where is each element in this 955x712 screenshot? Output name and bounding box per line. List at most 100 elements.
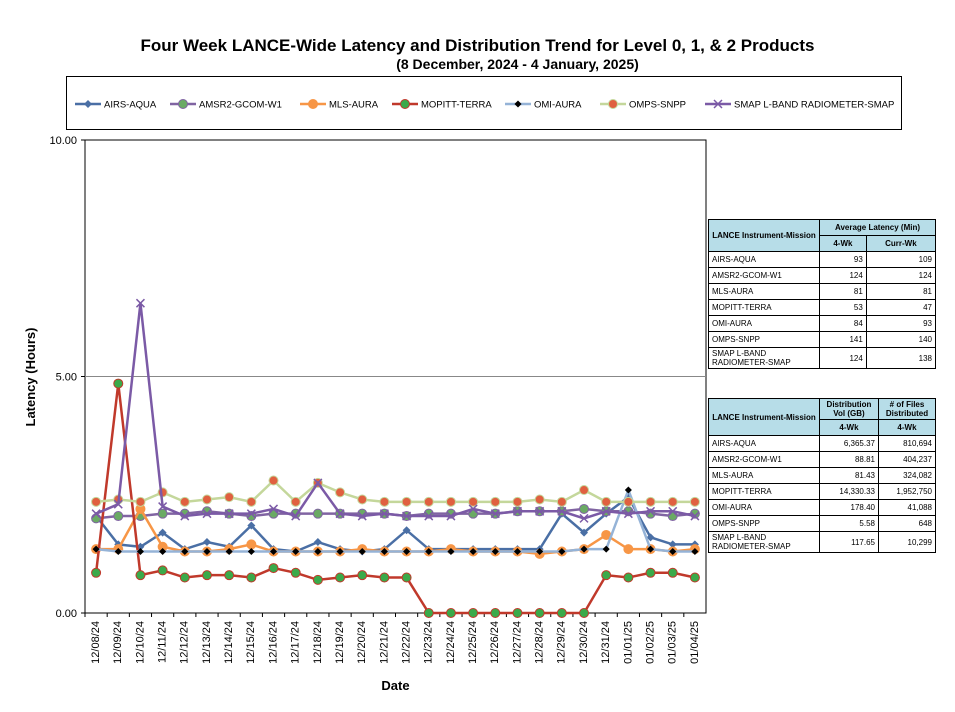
x-tick-label: 12/26/24 bbox=[489, 621, 501, 664]
series-point bbox=[534, 494, 545, 505]
series-point bbox=[446, 511, 456, 521]
series-point bbox=[136, 547, 144, 556]
series-point bbox=[312, 574, 323, 585]
latency-table-cell-mission: OMPS-SNPP bbox=[708, 331, 820, 348]
series-point bbox=[602, 545, 610, 553]
distribution-table-cell-col2: 5.58 bbox=[819, 515, 879, 532]
x-tick-label: 01/03/25 bbox=[667, 621, 679, 664]
series-point bbox=[379, 496, 390, 507]
series-point bbox=[179, 572, 190, 583]
series-point bbox=[246, 572, 257, 583]
distribution-table-cell-mission: OMPS-SNPP bbox=[708, 515, 820, 532]
latency-table-header-mission: LANCE Instrument-Mission bbox=[708, 219, 820, 252]
series-point bbox=[379, 509, 389, 519]
series-point bbox=[667, 567, 678, 578]
series-point bbox=[314, 547, 322, 556]
x-tick-label: 12/16/24 bbox=[267, 621, 279, 664]
series-point bbox=[135, 298, 145, 308]
latency-table-cell-mission: OMI-AURA bbox=[708, 315, 820, 332]
x-tick-label: 12/18/24 bbox=[312, 621, 324, 664]
y-tick-label: 5.00 bbox=[56, 372, 77, 384]
series-point bbox=[623, 496, 634, 507]
series-point bbox=[579, 513, 589, 523]
distribution-table-cell-col3: 324,082 bbox=[877, 467, 937, 484]
series-point bbox=[92, 545, 100, 553]
legend-label: SMAP L-BAND RADIOMETER-SMAP bbox=[734, 100, 894, 111]
series-point bbox=[556, 608, 567, 618]
y-tick-label: 10.00 bbox=[49, 135, 77, 147]
latency-table-cell-col2: 124 bbox=[819, 267, 867, 284]
latency-table-cell-col3: 81 bbox=[865, 283, 937, 300]
series-point bbox=[534, 608, 545, 618]
x-tick-label: 12/11/24 bbox=[157, 621, 169, 663]
distribution-table-sub-vol: 4-Wk bbox=[819, 419, 879, 436]
series-point bbox=[357, 570, 368, 581]
series-point bbox=[623, 572, 634, 583]
latency-table-cell-col2: 141 bbox=[819, 331, 867, 348]
series-point bbox=[445, 496, 456, 507]
series-point bbox=[445, 608, 456, 618]
latency-table-row: AMSR2-GCOM-W1 124 124 bbox=[708, 267, 937, 284]
distribution-table-cell-col3: 10,299 bbox=[877, 531, 937, 553]
legend-marker bbox=[713, 99, 723, 109]
x-tick-label: 12/08/24 bbox=[90, 621, 102, 664]
series-point bbox=[623, 544, 634, 555]
x-tick-label: 12/23/24 bbox=[423, 621, 435, 664]
series-point bbox=[512, 496, 523, 507]
series-point bbox=[202, 509, 212, 519]
series-point bbox=[490, 608, 501, 618]
series-point bbox=[292, 547, 300, 556]
series-point bbox=[647, 545, 655, 553]
series-point bbox=[335, 487, 346, 498]
series-point bbox=[181, 547, 189, 556]
series-point bbox=[135, 570, 146, 581]
latency-table-cell-col2: 81 bbox=[819, 283, 867, 300]
x-tick-label: 12/14/24 bbox=[223, 621, 235, 664]
x-tick-label: 12/28/24 bbox=[534, 621, 546, 664]
series-point bbox=[246, 539, 257, 550]
distribution-table-cell-col3: 810,694 bbox=[877, 435, 937, 452]
legend-marker bbox=[84, 100, 92, 108]
series-point bbox=[247, 521, 256, 530]
distribution-table-header-files: # of Files Distributed bbox=[877, 398, 937, 420]
series-point bbox=[689, 572, 700, 583]
series-point bbox=[313, 478, 323, 488]
series-point bbox=[468, 496, 479, 507]
series-point bbox=[224, 570, 235, 581]
series-point bbox=[535, 506, 545, 516]
distribution-table-cell-col2: 117.65 bbox=[819, 531, 879, 553]
distribution-table-cell-col3: 1,952,750 bbox=[877, 483, 937, 500]
series-point bbox=[114, 547, 122, 556]
series-point bbox=[536, 547, 544, 556]
series-point bbox=[402, 511, 412, 521]
series-point bbox=[113, 511, 124, 522]
x-tick-label: 12/21/24 bbox=[378, 621, 390, 664]
distribution-table-cell-col3: 404,237 bbox=[877, 451, 937, 468]
series-point bbox=[579, 485, 590, 496]
x-tick-label: 12/29/24 bbox=[556, 621, 568, 664]
series-point bbox=[669, 547, 677, 556]
series-point bbox=[246, 496, 257, 507]
series-point bbox=[512, 506, 523, 516]
legend-label: OMPS-SNPP bbox=[629, 100, 686, 111]
x-tick-label: 12/27/24 bbox=[511, 621, 523, 664]
series-point bbox=[668, 540, 677, 549]
series-point bbox=[379, 572, 390, 583]
series-point bbox=[247, 547, 255, 556]
series-point bbox=[157, 508, 168, 519]
series-point bbox=[135, 496, 146, 507]
series-point bbox=[113, 499, 123, 509]
series-point bbox=[224, 492, 235, 503]
series-point bbox=[380, 547, 388, 556]
distribution-table-cell-col2: 81.43 bbox=[819, 467, 879, 484]
series-point bbox=[645, 496, 656, 507]
series-line bbox=[94, 383, 696, 615]
series-point bbox=[579, 503, 590, 514]
series-point bbox=[558, 547, 566, 556]
series-point bbox=[557, 506, 567, 516]
series-point bbox=[201, 494, 212, 505]
latency-table-row: SMAP L-BAND RADIOMETER-SMAP 124 138 bbox=[708, 347, 937, 369]
series-point bbox=[290, 496, 301, 507]
series-point bbox=[580, 545, 588, 553]
legend-label: MOPITT-TERRA bbox=[421, 100, 492, 111]
